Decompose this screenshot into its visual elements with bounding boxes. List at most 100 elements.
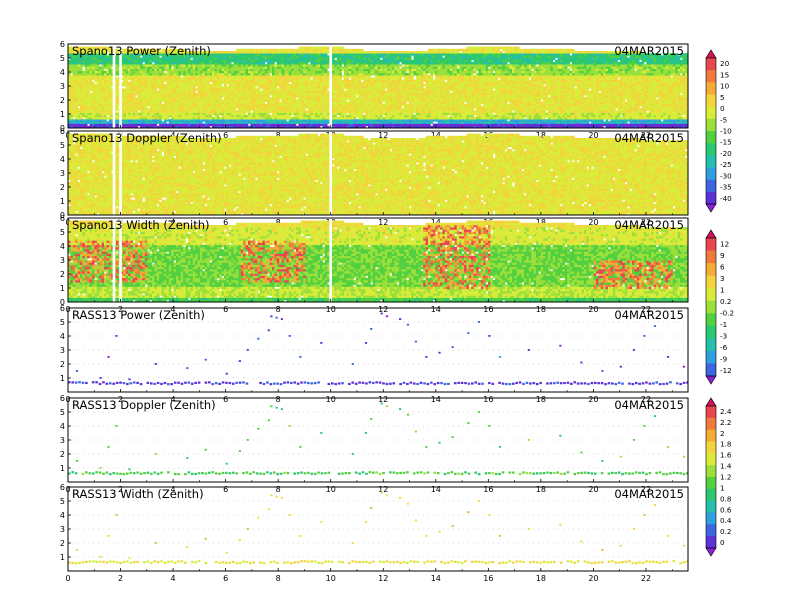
heatmap-cell bbox=[108, 112, 112, 116]
heatmap-cell bbox=[334, 77, 338, 80]
heatmap-cell bbox=[320, 123, 323, 127]
heatmap-cell bbox=[159, 121, 162, 124]
heatmap-cell bbox=[164, 121, 167, 124]
heatmap-cell bbox=[202, 95, 206, 98]
heatmap-cell bbox=[262, 110, 266, 113]
heatmap-cell bbox=[387, 68, 390, 72]
heatmap-cell bbox=[80, 68, 83, 72]
heatmap-cell bbox=[188, 92, 191, 96]
heatmap-cell bbox=[176, 77, 179, 80]
heatmap-cell bbox=[135, 73, 138, 76]
heatmap-cell bbox=[149, 48, 153, 52]
heatmap-cell bbox=[104, 86, 107, 89]
heatmap-cell bbox=[245, 106, 249, 109]
heatmap-cell bbox=[322, 59, 326, 63]
heatmap-cell bbox=[334, 123, 338, 127]
heatmap-cell bbox=[320, 59, 323, 63]
heatmap-cell bbox=[152, 75, 155, 78]
heatmap-cell bbox=[216, 77, 220, 80]
heatmap-cell bbox=[286, 110, 290, 113]
heatmap-cell bbox=[80, 103, 83, 107]
heatmap-cell bbox=[92, 62, 95, 65]
heatmap-cell bbox=[308, 86, 311, 89]
heatmap-cell bbox=[394, 86, 398, 89]
heatmap-cell bbox=[106, 101, 110, 105]
heatmap-cell bbox=[396, 97, 400, 100]
heatmap-cell bbox=[288, 55, 292, 58]
heatmap-cell bbox=[392, 84, 395, 87]
heatmap-cell bbox=[274, 114, 278, 118]
heatmap-cell bbox=[214, 84, 218, 87]
heatmap-cell bbox=[226, 114, 230, 118]
heatmap-cell bbox=[164, 119, 167, 122]
heatmap-cell bbox=[156, 92, 160, 96]
heatmap-cell bbox=[276, 123, 280, 127]
heatmap-cell bbox=[195, 55, 198, 58]
heatmap-cell bbox=[152, 106, 155, 109]
heatmap-cell bbox=[236, 68, 239, 72]
heatmap-cell bbox=[68, 75, 71, 78]
heatmap-cell bbox=[68, 46, 71, 50]
heatmap-cell bbox=[226, 92, 230, 96]
heatmap-cell bbox=[219, 125, 222, 128]
heatmap-cell bbox=[92, 59, 95, 63]
heatmap-cell bbox=[377, 106, 381, 109]
heatmap-cell bbox=[116, 53, 119, 56]
heatmap-cell bbox=[281, 121, 285, 124]
heatmap-cell bbox=[291, 125, 294, 128]
heatmap-cell bbox=[125, 99, 129, 102]
heatmap-cell bbox=[116, 55, 119, 58]
heatmap-cell bbox=[192, 62, 196, 65]
heatmap-cell bbox=[308, 123, 311, 127]
heatmap-cell bbox=[190, 90, 194, 94]
heatmap-cell bbox=[87, 57, 90, 61]
heatmap-cell bbox=[120, 92, 124, 96]
heatmap-cell bbox=[142, 51, 146, 54]
heatmap-cell bbox=[128, 64, 131, 67]
heatmap-cell bbox=[228, 73, 232, 76]
heatmap-cell bbox=[238, 119, 242, 122]
heatmap-cell bbox=[370, 108, 374, 111]
heatmap-cell bbox=[195, 57, 198, 61]
heatmap-cell bbox=[125, 57, 129, 61]
heatmap-cell bbox=[207, 88, 210, 91]
heatmap-cell bbox=[70, 97, 74, 100]
heatmap-cell bbox=[315, 92, 318, 96]
heatmap-cell bbox=[392, 114, 395, 118]
heatmap-cell bbox=[197, 79, 201, 83]
heatmap-cell bbox=[387, 53, 390, 56]
heatmap-cell bbox=[197, 108, 201, 111]
heatmap-cell bbox=[137, 66, 141, 69]
heatmap-cell bbox=[255, 55, 258, 58]
heatmap-cell bbox=[233, 125, 237, 128]
heatmap-cell bbox=[87, 125, 90, 128]
heatmap-cell bbox=[262, 59, 266, 63]
heatmap-cell bbox=[240, 106, 244, 109]
heatmap-cell bbox=[375, 123, 378, 127]
heatmap-cell bbox=[293, 53, 297, 56]
heatmap-cell bbox=[226, 121, 230, 124]
heatmap-cell bbox=[94, 117, 98, 120]
heatmap-cell bbox=[178, 101, 182, 105]
heatmap-cell bbox=[308, 121, 311, 124]
heatmap-cell bbox=[216, 53, 220, 56]
heatmap-cell bbox=[80, 75, 83, 78]
heatmap-cell bbox=[363, 73, 366, 76]
heatmap-cell bbox=[296, 57, 299, 61]
heatmap-cell bbox=[135, 119, 138, 122]
heatmap-cell bbox=[401, 68, 405, 72]
heatmap-cell bbox=[351, 75, 354, 78]
heatmap-cell bbox=[231, 77, 234, 80]
heatmap-cell bbox=[406, 75, 410, 78]
heatmap-cell bbox=[99, 84, 102, 87]
heatmap-cell bbox=[264, 108, 268, 111]
heatmap-cell bbox=[341, 103, 345, 107]
heatmap-cell bbox=[221, 79, 225, 83]
heatmap-cell bbox=[164, 59, 167, 63]
heatmap-cell bbox=[401, 112, 405, 116]
heatmap-cell bbox=[72, 99, 76, 102]
heatmap-cell bbox=[185, 62, 189, 65]
heatmap-cell bbox=[108, 81, 112, 85]
heatmap-cell bbox=[84, 68, 88, 72]
heatmap-cell bbox=[120, 108, 124, 111]
